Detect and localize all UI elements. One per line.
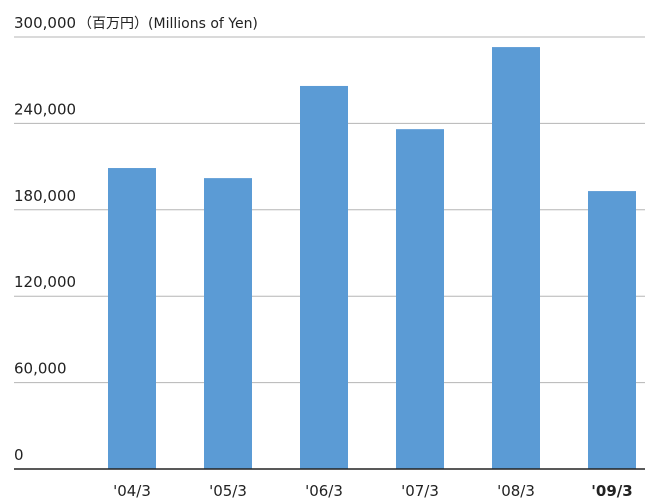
bar [300, 85, 348, 470]
y-tick-label: 0 [14, 446, 24, 464]
unit-label: （百万円）(Millions of Yen) [78, 16, 258, 32]
x-tick-label: '08/3 [497, 482, 535, 500]
x-tick-label: '09/3 [591, 482, 632, 500]
x-tick-labels: '04/3 '05/3 '06/3 '07/3 '08/3 '09/3 [113, 482, 633, 500]
y-tick-label: 120,000 [14, 273, 76, 291]
bar [492, 47, 540, 470]
x-tick-label: '05/3 [209, 482, 247, 500]
y-tick-label: 60,000 [14, 360, 67, 378]
x-tick-label: '06/3 [305, 482, 343, 500]
bars [108, 47, 636, 470]
y-tick-label: 180,000 [14, 187, 76, 205]
y-tick-labels: 0 60,000 120,000 180,000 240,000 300,000 [14, 14, 76, 464]
x-tick-label: '07/3 [401, 482, 439, 500]
x-tick-label: '04/3 [113, 482, 151, 500]
bar [396, 129, 444, 469]
bar [204, 178, 252, 469]
y-tick-label: 240,000 [14, 100, 76, 118]
bar [588, 191, 636, 469]
bar [108, 168, 156, 470]
y-tick-label: 300,000 [14, 14, 76, 32]
